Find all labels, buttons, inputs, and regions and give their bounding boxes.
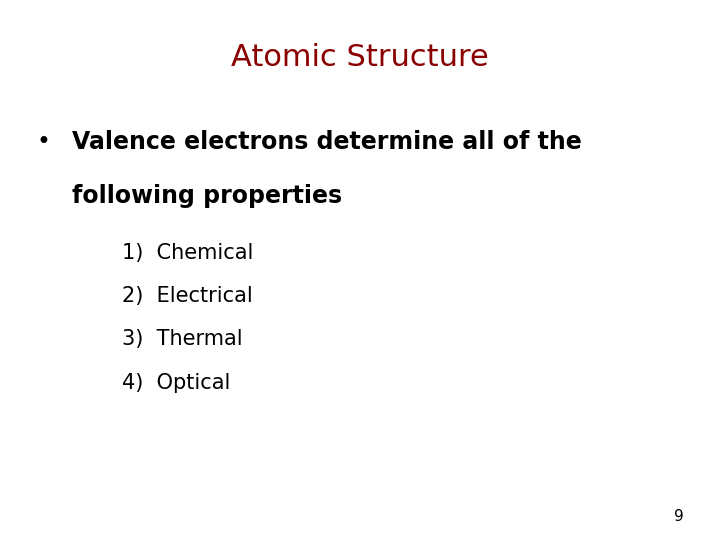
Text: 3)  Thermal: 3) Thermal xyxy=(122,329,243,349)
Text: Atomic Structure: Atomic Structure xyxy=(231,43,489,72)
Text: Valence electrons determine all of the: Valence electrons determine all of the xyxy=(72,130,582,153)
Text: following properties: following properties xyxy=(72,184,342,207)
Text: 1)  Chemical: 1) Chemical xyxy=(122,243,253,263)
Text: 9: 9 xyxy=(674,509,684,524)
Text: •: • xyxy=(36,130,50,153)
Text: 4)  Optical: 4) Optical xyxy=(122,373,231,393)
Text: 2)  Electrical: 2) Electrical xyxy=(122,286,253,306)
